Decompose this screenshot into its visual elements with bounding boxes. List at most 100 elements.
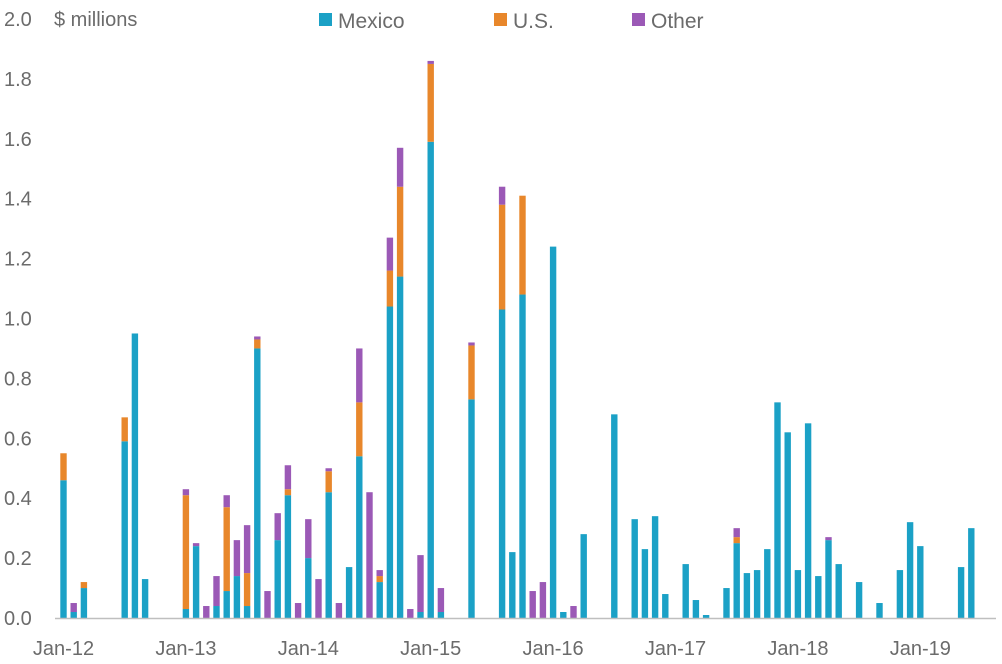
bar-mexico xyxy=(182,609,190,618)
bar-other xyxy=(223,495,230,508)
bar-mexico xyxy=(325,492,332,618)
bar-other xyxy=(417,555,424,613)
bar-mexico xyxy=(804,423,812,618)
bar-us xyxy=(284,489,292,496)
y-tick-label: 1.0 xyxy=(4,309,32,331)
bar-mexico xyxy=(743,573,751,618)
unit-label: $ millions xyxy=(54,9,137,31)
bar-mexico xyxy=(437,612,445,618)
x-tick-label: Jan-18 xyxy=(767,638,828,660)
bar-mexico xyxy=(692,600,700,618)
y-tick-label: 1.2 xyxy=(4,249,32,271)
bar-mexico xyxy=(80,588,88,618)
bar-mexico xyxy=(794,570,802,618)
y-tick-label: 2.0 xyxy=(4,9,32,31)
bar-mexico xyxy=(753,570,761,618)
bar-us xyxy=(325,471,332,493)
bar-other xyxy=(386,237,394,271)
bar-us xyxy=(376,576,383,583)
bar-mexico xyxy=(396,276,404,618)
bar-other xyxy=(192,543,200,547)
bar-mexico xyxy=(968,528,975,618)
bar-mexico xyxy=(305,558,312,618)
legend-label: U.S. xyxy=(513,10,554,33)
bar-mexico xyxy=(774,402,781,618)
bar-mexico xyxy=(356,456,363,618)
bar-mexico xyxy=(274,540,281,618)
bar-other xyxy=(182,489,190,496)
x-axis-ticks: Jan-12 Jan-13 Jan-14 Jan-15 Jan-16 Jan-17 Jan-… xyxy=(33,638,951,660)
bar-other xyxy=(203,606,210,618)
x-tick-label: Jan-17 xyxy=(645,638,706,660)
bar-mexico xyxy=(121,441,128,618)
bar-us xyxy=(733,537,740,544)
y-tick-label: 1.4 xyxy=(4,189,32,211)
bar-other xyxy=(233,540,241,577)
bar-other xyxy=(70,603,77,613)
bar-us xyxy=(427,63,434,142)
bar-mexico xyxy=(723,588,730,618)
bar-mexico xyxy=(243,606,251,618)
bar-mexico xyxy=(784,432,791,618)
bar-other xyxy=(315,579,322,618)
bar-other xyxy=(570,606,577,618)
y-tick-label: 0.4 xyxy=(4,488,32,510)
bar-us xyxy=(60,453,67,481)
bar-other xyxy=(274,513,281,541)
bar-mexico xyxy=(560,612,567,618)
bar-other xyxy=(396,147,404,187)
y-tick-label: 0.6 xyxy=(4,428,32,450)
bar-us xyxy=(356,402,363,457)
bar-mexico xyxy=(60,480,67,618)
bar-mexico xyxy=(855,582,863,618)
bar-mexico xyxy=(733,543,740,619)
bar-mexico xyxy=(825,540,832,618)
legend-swatch-us xyxy=(494,13,507,26)
bar-other xyxy=(407,609,414,618)
bar-mexico xyxy=(468,399,475,618)
bar-mexico xyxy=(233,576,241,618)
x-tick-label: Jan-15 xyxy=(400,638,461,660)
x-tick-label: Jan-16 xyxy=(523,638,584,660)
bar-other xyxy=(213,576,220,607)
bar-mexico xyxy=(580,534,587,618)
bar-mexico xyxy=(611,414,618,618)
bar-other xyxy=(376,570,383,577)
bar-other xyxy=(335,603,343,618)
bar-other xyxy=(366,492,373,618)
bar-mexico xyxy=(917,546,924,618)
bar-mexico xyxy=(876,603,883,618)
bar-mexico xyxy=(386,306,394,618)
bar-other xyxy=(254,336,261,340)
bar-other xyxy=(264,591,271,618)
bar-mexico xyxy=(906,522,914,618)
bar-other xyxy=(427,60,434,64)
bar-us xyxy=(386,270,394,307)
bar-other xyxy=(825,537,832,541)
x-tick-label: Jan-14 xyxy=(278,638,339,660)
y-tick-label: 0.8 xyxy=(4,368,32,390)
bar-mexico xyxy=(223,591,230,618)
x-tick-label: Jan-12 xyxy=(33,638,94,660)
bar-mexico xyxy=(376,582,383,618)
y-axis-ticks: 0.0 0.2 0.4 0.6 0.8 1.0 1.2 1.4 1.6 1.8 2.0 xyxy=(4,9,32,630)
bar-other xyxy=(468,342,475,346)
bar-other xyxy=(356,348,363,403)
bar-mexico xyxy=(345,567,353,618)
bar-mexico xyxy=(896,570,904,618)
bar-mexico xyxy=(651,516,659,618)
legend: Mexico U.S. Other xyxy=(319,10,704,33)
bar-mexico xyxy=(815,576,822,618)
bar-mexico xyxy=(957,567,965,618)
bar-us xyxy=(80,582,88,589)
bar-mexico xyxy=(131,333,139,618)
bar-mexico xyxy=(549,246,557,618)
bar-other xyxy=(284,465,292,490)
bar-mexico xyxy=(509,552,516,618)
bar-us xyxy=(121,417,128,442)
bar-other xyxy=(294,603,302,618)
bar-other xyxy=(325,468,332,472)
x-tick-label: Jan-19 xyxy=(890,638,951,660)
bar-mexico xyxy=(835,564,842,618)
